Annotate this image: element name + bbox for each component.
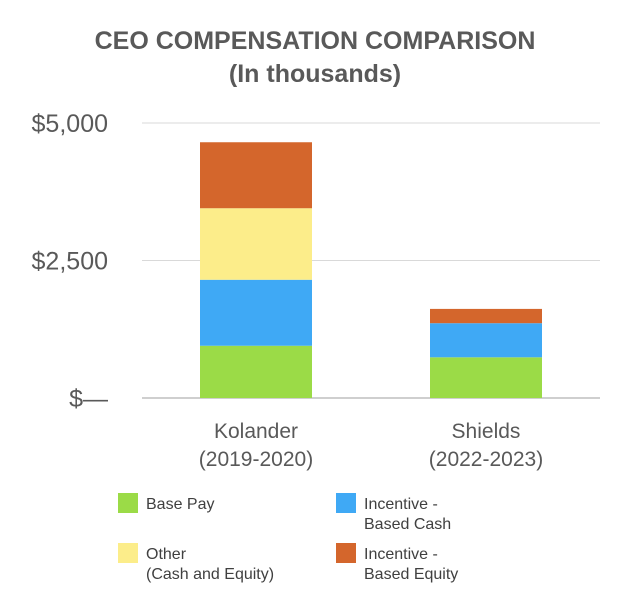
legend-label: Incentive - <box>364 546 438 563</box>
legend-label: Other <box>146 546 187 563</box>
legend-item: Incentive - Based Cash <box>336 493 451 533</box>
legend-label: Base Pay <box>146 496 214 513</box>
x-axis: Kolander (2019-2020) Shields (2022-2023) <box>199 420 543 471</box>
bar-segment <box>200 279 312 346</box>
legend-label: (Cash and Equity) <box>146 566 274 583</box>
x-tick-label: Kolander <box>214 420 298 443</box>
legend-label: Based Equity <box>364 566 458 583</box>
chart-title: CEO COMPENSATION COMPARISON <box>95 27 536 55</box>
legend-label: Incentive - <box>364 496 438 513</box>
bar-segment <box>430 323 542 358</box>
x-tick-label: Shields <box>452 420 521 443</box>
bar-segment <box>430 308 542 324</box>
x-tick-sublabel: (2019-2020) <box>199 448 313 471</box>
y-axis: $— $2,500 $5,000 <box>32 110 108 413</box>
legend-item: Incentive - Based Equity <box>336 543 458 583</box>
legend-swatch <box>118 543 138 563</box>
bars <box>200 142 542 398</box>
x-tick-sublabel: (2022-2023) <box>429 448 543 471</box>
bar-segment <box>200 345 312 398</box>
legend-swatch <box>336 543 356 563</box>
legend-item: Other (Cash and Equity) <box>118 543 274 583</box>
legend-swatch <box>336 493 356 513</box>
legend-label: Based Cash <box>364 516 451 533</box>
y-tick-label: $2,500 <box>32 248 108 276</box>
chart-subtitle: (In thousands) <box>229 60 401 88</box>
y-tick-label: $— <box>69 385 108 413</box>
bar-segment <box>200 142 312 209</box>
legend-swatch <box>118 493 138 513</box>
legend-item: Base Pay <box>118 493 214 513</box>
bar-segment <box>200 208 312 280</box>
bar-segment <box>430 357 542 398</box>
y-tick-label: $5,000 <box>32 110 108 138</box>
legend: Base Pay Incentive - Based Cash Other (Cash … <box>118 493 458 583</box>
